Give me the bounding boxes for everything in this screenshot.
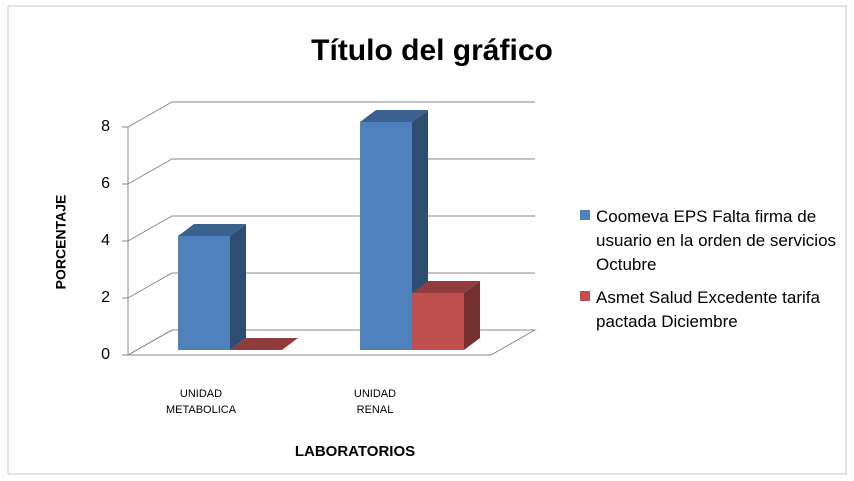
- y-axis-label: PORCENTAJE: [53, 195, 69, 290]
- y-tick-label: 2: [101, 289, 110, 306]
- legend-marker: [580, 291, 590, 301]
- y-tick-label: 4: [101, 232, 110, 249]
- bar-top: [230, 338, 298, 350]
- bar-side: [464, 281, 480, 350]
- bar-top: [178, 224, 246, 236]
- x-tick-label: UNIDAD RENAL: [353, 388, 397, 416]
- chart-title: Título del gráfico: [311, 34, 553, 67]
- bar-top: [412, 281, 480, 293]
- bar-top: [360, 110, 428, 122]
- x-axis-label: LABORATORIOS: [295, 443, 415, 460]
- bar: [360, 122, 412, 350]
- grid-line: [127, 101, 535, 128]
- y-tick-label: 0: [101, 346, 110, 363]
- y-tick-label: 8: [101, 118, 110, 135]
- legend-marker: [580, 210, 590, 220]
- legend-label: Asmet Salud Excedente tarifa pactada Dic…: [596, 288, 820, 331]
- y-tick-label: 6: [101, 175, 110, 192]
- x-tick-label: UNIDAD METABOLICA: [165, 388, 237, 416]
- bar: [412, 293, 464, 350]
- bar-side: [230, 224, 246, 350]
- legend-label: Coomeva EPS Falta firma de usuario en la…: [596, 207, 837, 274]
- bar: [178, 236, 230, 350]
